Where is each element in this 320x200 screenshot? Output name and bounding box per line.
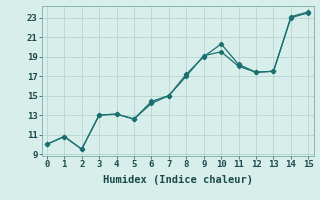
X-axis label: Humidex (Indice chaleur): Humidex (Indice chaleur)	[103, 175, 252, 185]
